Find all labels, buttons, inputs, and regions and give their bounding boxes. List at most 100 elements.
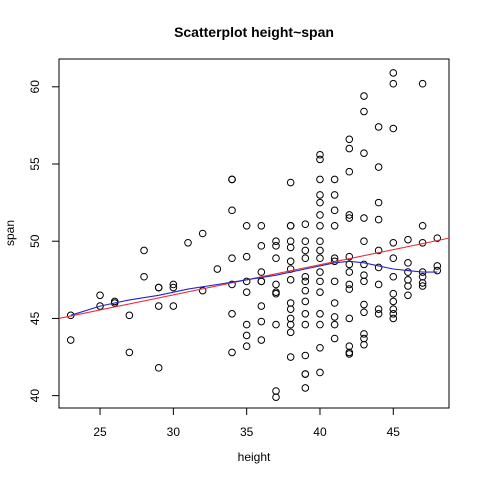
scatter-point <box>242 288 251 296</box>
scatter-point <box>286 243 295 252</box>
scatter-point <box>316 368 324 377</box>
scatter-point <box>404 268 412 276</box>
scatter-point <box>330 334 339 343</box>
scatter-point <box>418 79 427 88</box>
scatter-point <box>418 272 427 281</box>
scatter-point <box>286 353 295 361</box>
scatter-point <box>198 229 207 238</box>
scatter-point <box>345 252 354 261</box>
scatter-point <box>433 234 442 242</box>
scatter-point <box>360 334 368 343</box>
scatter-point <box>228 254 236 263</box>
scatter-point <box>374 215 383 224</box>
scatter-point <box>228 310 236 318</box>
scatter-point <box>316 288 324 296</box>
scatter-point <box>360 277 368 286</box>
x-tick-label: 25 <box>93 425 107 439</box>
scatter-point <box>301 297 310 306</box>
scatter-point <box>389 314 398 323</box>
y-tick-label: 40 <box>28 389 42 403</box>
scatter-point <box>286 237 295 246</box>
y-tick-label: 60 <box>28 80 42 94</box>
scatter-point <box>257 242 266 250</box>
scatter-point <box>330 313 339 321</box>
scatter-point <box>301 220 310 229</box>
scatter-point <box>301 277 310 286</box>
scatter-point <box>345 314 354 323</box>
scatter-point <box>345 144 354 153</box>
scatter-point <box>301 384 310 392</box>
scatter-point <box>316 320 324 329</box>
scatter-point <box>345 342 354 351</box>
scatter-point <box>345 214 354 222</box>
scatter-point <box>389 289 398 298</box>
scatter-point <box>345 167 354 176</box>
scatter-point <box>272 387 280 395</box>
scatter-point <box>389 305 398 313</box>
scatter-point <box>389 254 398 263</box>
scatter-point <box>272 320 280 329</box>
x-axis: 25 30 35 40 45 <box>93 407 400 439</box>
scatter-point <box>286 320 295 329</box>
scatter-point <box>184 238 192 247</box>
scatter-point <box>389 272 398 281</box>
scatter-point <box>125 311 134 320</box>
scatter-point <box>330 277 339 286</box>
scatter-point <box>316 191 324 199</box>
scatter-point <box>316 237 324 246</box>
scatter-point <box>374 305 383 313</box>
scatter-point <box>286 257 295 266</box>
scatter-point <box>301 310 310 318</box>
scatter-point <box>286 221 295 230</box>
scatter-point <box>418 279 427 287</box>
scatter-point <box>374 246 383 255</box>
scatter-point <box>330 221 339 230</box>
scatter-point <box>286 178 295 187</box>
scatter-point <box>301 246 310 255</box>
y-tick-label: 50 <box>28 234 42 248</box>
scatter-point <box>404 235 412 244</box>
scatter-point <box>286 276 295 284</box>
scatter-point <box>404 259 412 267</box>
scatter-point <box>286 328 295 337</box>
scatter-point <box>272 280 280 289</box>
scatter-point <box>242 221 251 230</box>
scatter-point <box>316 150 324 159</box>
scatter-point <box>242 342 251 351</box>
scatter-point <box>257 268 266 276</box>
scatter-point <box>301 320 310 329</box>
scatter-point <box>272 237 280 246</box>
scatter-point <box>360 330 368 338</box>
scatter-point <box>169 280 178 289</box>
scatter-point <box>242 277 251 286</box>
scatter-point <box>345 135 354 144</box>
scatter-point <box>301 254 310 263</box>
scatter-point <box>330 299 339 307</box>
scatter-point <box>330 191 339 199</box>
chart-title: Scatterplot height~span <box>174 24 334 40</box>
scatter-point <box>257 277 266 286</box>
scatter-point <box>286 314 295 323</box>
scatter-point <box>286 305 295 313</box>
scatter-point <box>286 299 295 307</box>
scatter-point <box>96 302 104 310</box>
scatter-point <box>404 282 412 290</box>
scatter-point <box>433 262 442 270</box>
scatter-point <box>345 280 354 289</box>
scatter-point <box>316 155 324 164</box>
scatter-point <box>374 198 383 207</box>
scatter-point <box>257 221 266 230</box>
scatter-point <box>360 300 368 309</box>
scatter-point <box>257 302 266 310</box>
scatter-point <box>272 242 280 250</box>
scatter-point <box>360 308 368 317</box>
scatter-point <box>242 252 251 261</box>
scatter-point <box>213 265 222 273</box>
scatter-point <box>316 198 324 207</box>
scatter-point <box>345 211 354 219</box>
scatter-point <box>345 350 354 358</box>
scatter-point <box>316 175 324 184</box>
scatter-point <box>228 280 236 289</box>
plot-frame <box>58 58 450 409</box>
